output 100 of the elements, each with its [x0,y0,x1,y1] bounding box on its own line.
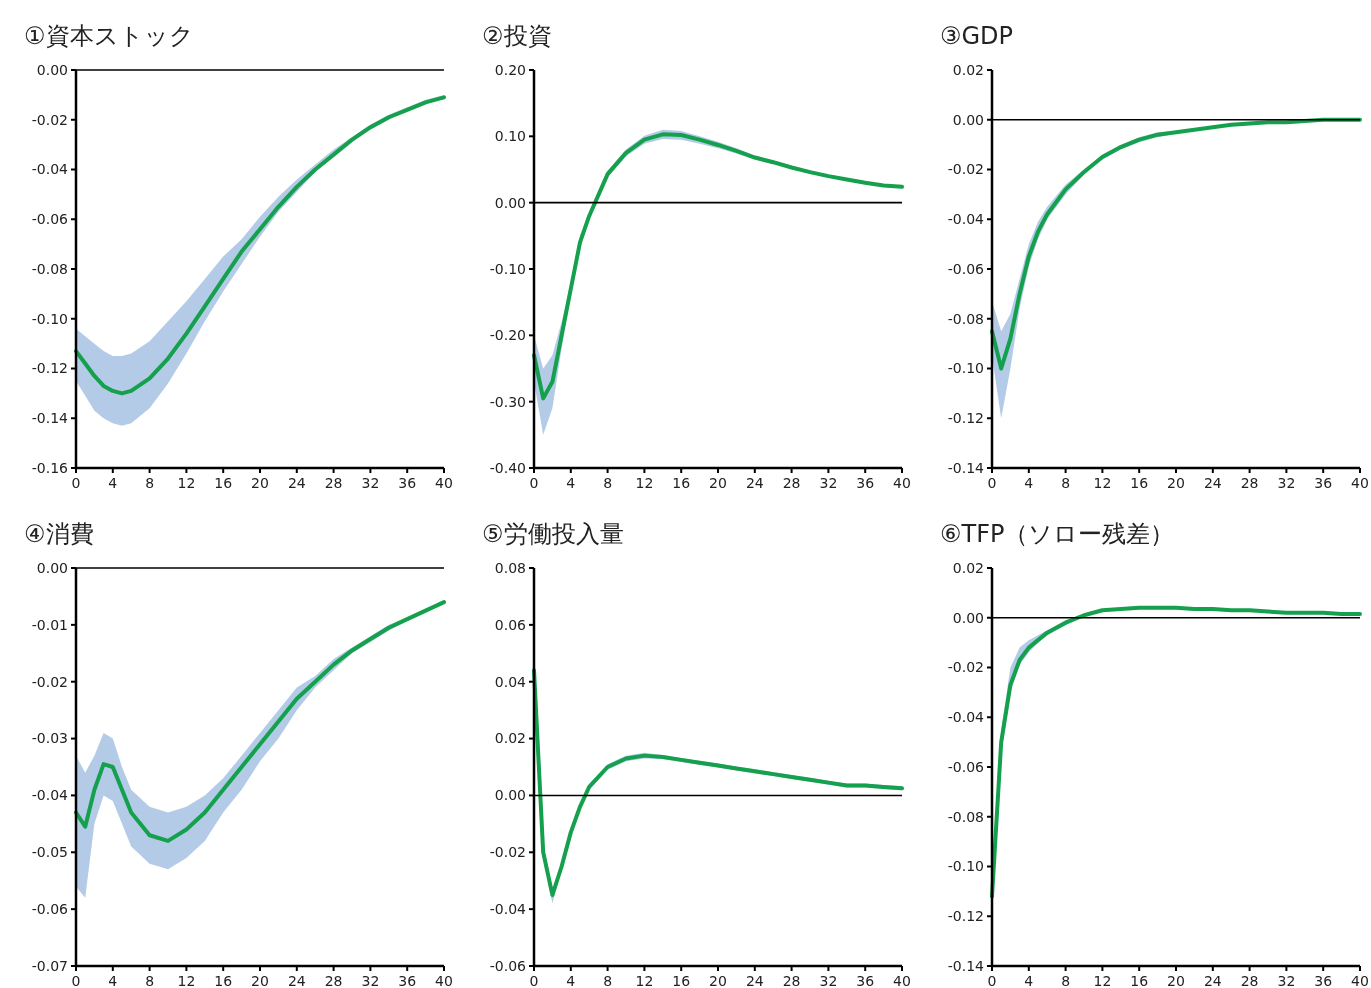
chart-title: ②投資 [482,22,552,50]
y-tick-label: -0.05 [31,844,68,861]
x-tick-label: 8 [603,973,613,988]
y-tick-label: -0.12 [31,360,68,377]
y-tick-label: -0.01 [31,616,68,633]
y-tick-label: 0.04 [494,673,527,690]
x-tick-label: 40 [435,973,453,988]
x-tick-label: 8 [145,973,155,988]
x-tick-label: 28 [1240,475,1259,491]
x-tick-label: 36 [398,973,417,988]
y-tick-label: -0.12 [947,410,984,427]
x-tick-label: 32 [361,973,380,988]
y-tick-label: 0.00 [952,609,984,626]
y-tick-label: 0.00 [494,787,526,804]
x-tick-label: 24 [1203,475,1222,491]
y-tick-label: -0.02 [489,844,526,861]
x-tick-label: 36 [1314,973,1333,988]
x-tick-label: 28 [324,475,343,491]
y-tick-label: -0.02 [31,111,68,128]
y-tick-label: 0.10 [494,128,526,145]
y-tick-label: -0.04 [947,211,985,228]
y-tick-label: 0.02 [952,61,984,78]
x-tick-label: 32 [819,973,838,988]
x-tick-label: 40 [1351,475,1369,491]
chart-title: ⑤労働投入量 [482,520,624,548]
x-tick-label: 40 [893,475,911,491]
x-tick-label: 40 [1351,973,1369,988]
x-tick-label: 24 [287,475,306,491]
x-tick-label: 32 [361,475,380,491]
x-tick-label: 32 [1277,475,1296,491]
x-tick-label: 0 [71,475,81,491]
x-tick-label: 12 [1093,475,1112,491]
x-tick-label: 0 [529,973,539,988]
x-tick-label: 12 [177,475,196,491]
x-tick-label: 28 [1240,973,1259,988]
y-tick-label: 0.02 [952,559,984,576]
x-tick-label: 12 [635,973,654,988]
x-tick-label: 40 [893,973,911,988]
x-tick-label: 24 [745,475,764,491]
x-tick-label: 36 [1314,475,1333,491]
y-tick-label: -0.10 [947,858,984,875]
y-tick-label: -0.04 [31,787,69,804]
y-tick-label: -0.06 [31,211,69,228]
x-tick-label: 0 [987,973,997,988]
x-tick-label: 4 [566,973,576,988]
x-tick-label: 24 [1203,973,1222,988]
x-tick-label: 32 [1277,973,1296,988]
x-tick-label: 0 [987,475,997,491]
chart-title: ③GDP [940,22,1014,50]
x-tick-label: 8 [145,475,155,491]
x-tick-label: 36 [856,973,875,988]
x-tick-label: 4 [1024,475,1034,491]
x-tick-label: 20 [709,475,727,491]
y-tick-label: -0.08 [31,260,68,277]
y-tick-label: -0.07 [31,957,68,974]
y-tick-label: -0.06 [947,758,985,775]
y-tick-label: -0.04 [489,901,527,918]
x-tick-label: 40 [435,475,453,491]
x-tick-label: 20 [1167,475,1185,491]
x-tick-label: 32 [819,475,838,491]
y-tick-label: 0.02 [494,730,526,747]
y-tick-label: -0.20 [489,327,526,344]
chart-title: ⑥TFP（ソロー残差） [940,520,1175,548]
y-tick-label: -0.08 [947,310,984,327]
y-tick-label: -0.06 [947,260,985,277]
y-tick-label: -0.16 [31,459,69,476]
x-tick-label: 4 [566,475,576,491]
x-tick-label: 8 [1061,475,1071,491]
x-tick-label: 28 [782,475,801,491]
y-tick-label: -0.08 [947,808,984,825]
chart-title: ④消費 [24,520,94,548]
line-series [74,600,446,843]
x-tick-label: 12 [177,973,196,988]
x-tick-label: 0 [529,475,539,491]
x-tick-label: 20 [1167,973,1185,988]
y-tick-label: 0.20 [494,61,526,78]
x-tick-label: 0 [71,973,81,988]
y-tick-label: -0.02 [947,659,984,676]
y-tick-label: -0.14 [947,459,985,476]
x-tick-label: 36 [398,475,417,491]
x-tick-label: 28 [324,973,343,988]
y-tick-label: -0.06 [489,957,527,974]
x-tick-label: 16 [214,973,233,988]
y-tick-label: 0.00 [36,61,68,78]
y-tick-label: -0.10 [947,360,984,377]
x-tick-label: 12 [1093,973,1112,988]
x-tick-label: 24 [287,973,306,988]
y-tick-label: -0.14 [31,410,69,427]
x-tick-label: 28 [782,973,801,988]
x-tick-label: 16 [214,475,233,491]
y-tick-label: -0.30 [489,393,526,410]
y-tick-label: 0.00 [36,559,68,576]
y-tick-label: -0.02 [31,673,68,690]
y-tick-label: 0.06 [494,616,527,633]
x-tick-label: 20 [709,973,727,988]
y-tick-label: 0.00 [952,111,984,128]
x-tick-label: 16 [1130,475,1149,491]
x-tick-label: 16 [672,973,691,988]
y-tick-label: -0.40 [489,459,526,476]
x-tick-label: 4 [108,475,118,491]
